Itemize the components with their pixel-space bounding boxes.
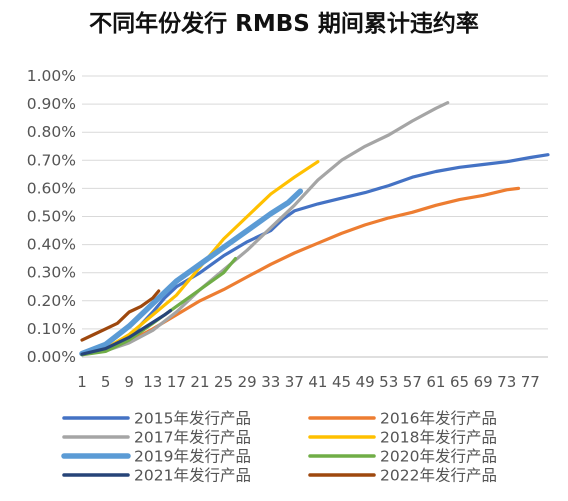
y-tick-label: 0.90% xyxy=(27,95,76,113)
x-axis-ticks: 1 5 9 13 17 21 25 29 33 37 41 45 49 53 57 61 65 69 73 77 xyxy=(77,373,540,391)
legend-label: 2016年发行产品 xyxy=(380,410,497,428)
legend-label: 2018年发行产品 xyxy=(380,429,497,447)
x-tick-label: 1 xyxy=(77,373,87,391)
x-tick-label: 57 xyxy=(403,373,422,391)
x-tick-label: 17 xyxy=(167,373,186,391)
y-tick-label: 0.50% xyxy=(27,208,76,226)
series-line xyxy=(80,289,161,342)
x-tick-label: 33 xyxy=(261,373,280,391)
x-tick-label: 49 xyxy=(356,373,375,391)
chart-title: 不同年份发行 RMBS 期间累计违约率 xyxy=(89,11,479,37)
series-layer xyxy=(79,101,550,357)
y-tick-label: 0.10% xyxy=(27,320,76,338)
y-tick-label: 0.40% xyxy=(27,236,76,254)
x-tick-label: 41 xyxy=(308,373,327,391)
legend-label: 2019年发行产品 xyxy=(134,448,251,466)
y-tick-label: 0.00% xyxy=(27,348,76,366)
y-tick-label: 0.80% xyxy=(27,123,76,141)
x-tick-label: 73 xyxy=(497,373,516,391)
legend-label: 2022年发行产品 xyxy=(380,467,497,485)
x-tick-label: 29 xyxy=(238,373,257,391)
legend-label: 2021年发行产品 xyxy=(134,467,251,485)
series-line xyxy=(80,309,173,356)
x-tick-label: 69 xyxy=(474,373,493,391)
x-tick-label: 45 xyxy=(332,373,351,391)
x-tick-label: 37 xyxy=(285,373,304,391)
x-tick-label: 25 xyxy=(214,373,233,391)
y-tick-label: 0.20% xyxy=(27,292,76,310)
series-line xyxy=(80,153,550,356)
series-line xyxy=(79,188,304,357)
x-tick-label: 77 xyxy=(521,373,540,391)
x-tick-label: 21 xyxy=(190,373,209,391)
legend: 2015年发行产品 2016年发行产品 2017年发行产品 2018年发行产品 2019… xyxy=(61,410,497,485)
x-tick-label: 65 xyxy=(450,373,469,391)
legend-label: 2015年发行产品 xyxy=(134,410,251,428)
x-tick-label: 13 xyxy=(143,373,162,391)
legend-label: 2017年发行产品 xyxy=(134,429,251,447)
x-tick-label: 5 xyxy=(101,373,111,391)
x-tick-label: 61 xyxy=(426,373,445,391)
x-tick-label: 9 xyxy=(124,373,134,391)
y-tick-label: 0.60% xyxy=(27,179,76,197)
y-tick-label: 1.00% xyxy=(27,67,76,85)
x-tick-label: 53 xyxy=(379,373,398,391)
series-line xyxy=(80,101,450,356)
y-axis-ticks: 0.00% 0.10% 0.20% 0.30% 0.40% 0.50% 0.60% 0.70%… xyxy=(27,67,76,366)
y-tick-label: 0.70% xyxy=(27,151,76,169)
legend-label: 2020年发行产品 xyxy=(380,448,497,466)
y-tick-label: 0.30% xyxy=(27,264,76,282)
